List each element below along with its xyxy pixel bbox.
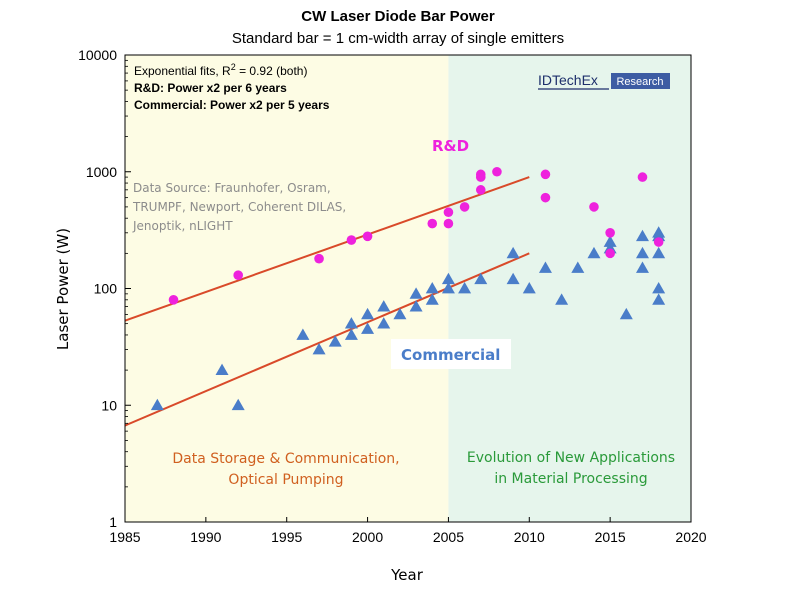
y-tick-label: 100	[94, 281, 118, 297]
commercial-point	[538, 261, 552, 273]
commercial-point	[377, 300, 391, 312]
commercial-point	[409, 300, 423, 312]
logo-badge-text: Research	[616, 76, 663, 88]
commercial-point	[377, 317, 391, 329]
commercial-point	[652, 293, 666, 305]
commercial-point	[571, 261, 585, 273]
x-axis-label: Year	[390, 566, 424, 584]
commercial-point	[361, 307, 375, 320]
commercial-point	[635, 261, 649, 273]
commercial-point	[296, 328, 310, 340]
rd-point	[459, 202, 470, 212]
commercial-point	[393, 307, 407, 320]
x-tick-label: 1985	[109, 529, 140, 545]
rd-point	[475, 169, 486, 180]
data-source-line1: Data Source: Fraunhofer, Osram,	[133, 181, 331, 195]
y-tick-label: 10	[101, 397, 117, 413]
chart-subtitle: Standard bar = 1 cm-width array of singl…	[232, 30, 564, 47]
rd-point	[637, 172, 648, 182]
commercial-point	[474, 272, 488, 285]
region-right-background	[448, 55, 691, 522]
commercial-point	[587, 246, 601, 259]
commercial-point	[635, 246, 649, 259]
commercial-point	[603, 235, 617, 247]
commercial-points	[150, 226, 666, 411]
rd-point	[605, 227, 615, 238]
rd-fit-line	[124, 176, 530, 322]
commercial-label-box	[391, 339, 511, 369]
commercial-point	[652, 282, 666, 294]
commercial-fit-line	[124, 252, 530, 427]
fit-note-line3: Commercial: Power x2 per 5 years	[134, 98, 330, 112]
commercial-point	[652, 226, 666, 238]
commercial-point	[441, 282, 455, 294]
commercial-point	[312, 343, 326, 355]
data-source-line2: TRUMPF, Newport, Coherent DILAS,	[132, 200, 346, 214]
chart-title: CW Laser Diode Bar Power	[301, 8, 495, 25]
fit-note-line2: R&D: Power x2 per 6 years	[134, 81, 287, 95]
rd-point	[443, 207, 454, 218]
region-right-label-line2: in Material Processing	[494, 471, 647, 487]
region-right-label-line1: Evolution of New Applications	[467, 450, 675, 466]
data-source-line3: Jenoptik, nLIGHT	[132, 219, 233, 233]
commercial-point	[150, 398, 164, 411]
commercial-point	[506, 246, 520, 259]
y-tick-label: 1000	[86, 164, 117, 180]
y-axis-label: Laser Power (W)	[54, 228, 72, 350]
rd-point	[362, 231, 373, 242]
commercial-series-label: Commercial	[401, 346, 500, 364]
x-tick-label: 2005	[433, 529, 464, 545]
x-tick-label: 2020	[675, 529, 706, 545]
commercial-point	[328, 335, 342, 347]
commercial-point	[344, 317, 358, 329]
y-tick-label: 10000	[78, 47, 117, 63]
logo-badge	[611, 73, 670, 89]
commercial-point	[506, 272, 520, 285]
rd-point	[540, 192, 551, 203]
commercial-point	[441, 272, 455, 285]
rd-point	[589, 202, 599, 212]
x-axis-ticks: 1985 1990 1995 2000 2005 2010 2015 2020	[109, 517, 707, 545]
rd-point	[492, 166, 502, 177]
fit-note-line1: Exponential fits, R2 = 0.92 (both)	[134, 62, 307, 78]
commercial-point	[555, 293, 569, 305]
region-left-label-line2: Optical Pumping	[228, 472, 343, 488]
x-tick-label: 2000	[352, 529, 383, 545]
x-tick-label: 2010	[514, 529, 545, 545]
commercial-point	[344, 328, 358, 340]
x-tick-label: 2015	[595, 529, 626, 545]
commercial-point	[215, 363, 229, 375]
region-left-background	[125, 55, 449, 522]
x-tick-label: 1990	[190, 529, 221, 545]
rd-point	[314, 253, 324, 264]
rd-point	[605, 248, 615, 259]
commercial-point	[231, 398, 245, 411]
commercial-point	[409, 287, 423, 299]
y-axis-ticks: 1 10 100 1000 10000	[78, 47, 131, 530]
commercial-point	[425, 293, 439, 305]
rd-point	[475, 185, 486, 195]
rd-point	[346, 235, 357, 245]
commercial-point	[425, 282, 439, 294]
y-tick-label: 1	[109, 514, 117, 530]
commercial-point	[619, 307, 633, 320]
rd-point	[540, 169, 551, 180]
region-left-label-line1: Data Storage & Communication,	[172, 451, 399, 467]
commercial-point	[458, 282, 472, 294]
rd-point	[443, 218, 454, 229]
rd-points	[168, 166, 664, 305]
commercial-point	[652, 246, 666, 259]
commercial-point	[522, 282, 536, 294]
rd-point	[168, 295, 179, 305]
rd-point	[233, 270, 243, 280]
rd-point	[427, 218, 438, 229]
idtechex-logo: IDTechEx Research	[538, 72, 670, 90]
rd-point	[653, 237, 664, 247]
commercial-point	[635, 229, 649, 242]
rd-series-label: R&D	[432, 137, 469, 155]
x-tick-label: 1995	[271, 529, 302, 545]
commercial-point	[361, 322, 375, 334]
logo-wordmark: IDTechEx	[538, 72, 598, 88]
